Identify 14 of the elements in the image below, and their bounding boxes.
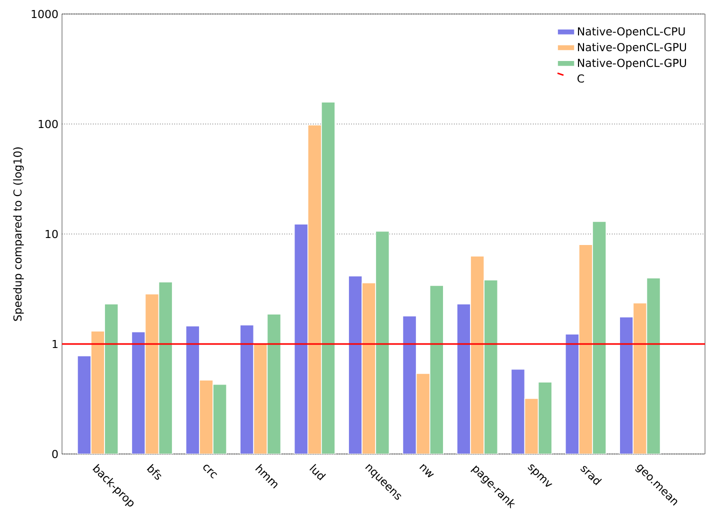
x-tick-label: crc [203, 464, 218, 478]
y-tick-label: 100 [38, 120, 58, 128]
x-tick-label: lud [310, 464, 326, 480]
y-tick-label: 1000 [32, 10, 58, 18]
legend-label: Native-OpenCL-GPU [578, 42, 686, 54]
legend-label: Native-OpenCL-GPU [578, 58, 686, 70]
x-tick-label: nw [419, 464, 434, 478]
y-tick-label: 10 [46, 230, 58, 238]
legend-label: Native-OpenCL-CPU [578, 26, 685, 38]
x-tick-label: bfs [146, 464, 162, 480]
legend-label: C [578, 74, 584, 83]
y-tick-label: 1 [52, 340, 58, 348]
y-axis-title: Speedup compared to C (log10) [13, 147, 24, 321]
y-tick-label: 0 [52, 450, 58, 458]
